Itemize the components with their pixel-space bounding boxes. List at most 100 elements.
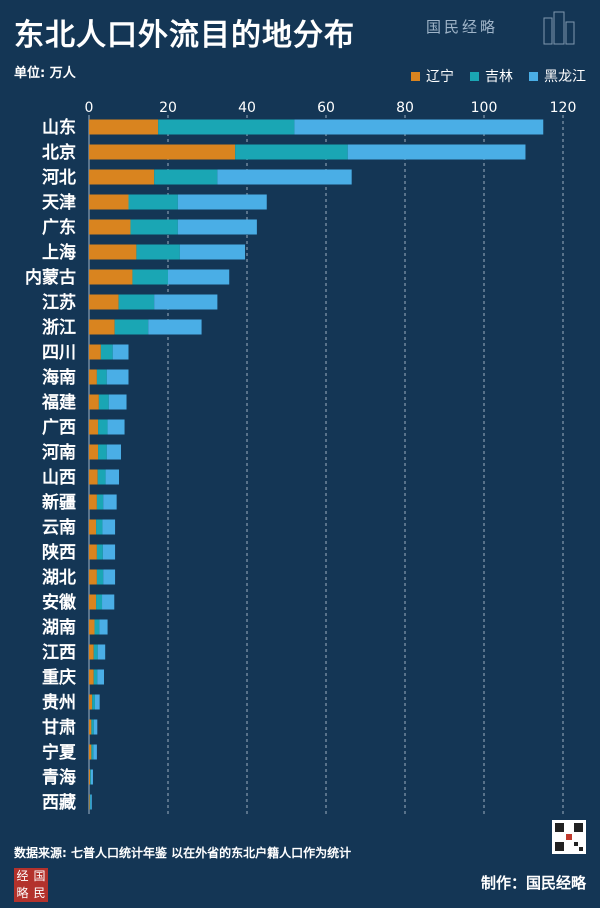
bar-segment	[102, 544, 116, 560]
bar-segment	[177, 219, 257, 235]
city-skyline-icon	[543, 11, 575, 45]
bar-segment	[107, 419, 125, 435]
bar-segment	[92, 694, 95, 710]
x-tick-label: 40	[238, 100, 256, 116]
bar-segment	[89, 269, 133, 285]
bar-segment	[97, 669, 105, 685]
bar-segment	[89, 769, 91, 785]
qr-code-icon	[552, 820, 586, 854]
bar-segment	[89, 694, 93, 710]
category-label: 山东	[42, 117, 76, 138]
bar-segment	[132, 269, 168, 285]
bar-segment	[168, 269, 230, 285]
bar-segment	[96, 494, 104, 510]
legend-item-heilongjiang: 黑龙江	[529, 66, 586, 86]
bar-segment	[97, 469, 106, 485]
bar-segment	[89, 469, 98, 485]
category-label: 西藏	[42, 793, 76, 813]
bar-segment	[154, 294, 218, 310]
category-label: 宁夏	[42, 742, 77, 763]
bar-segment	[98, 444, 107, 460]
bar-segment	[89, 669, 94, 685]
bar-segment	[94, 619, 100, 635]
chart-title: 东北人口外流目的地分布	[14, 18, 355, 53]
seal-char: 经	[16, 869, 29, 883]
bar-segment	[94, 694, 100, 710]
bar-segment	[108, 394, 127, 410]
legend-swatch	[470, 71, 479, 81]
bar-segment	[96, 569, 104, 585]
category-label: 江西	[42, 643, 76, 663]
x-tick-label: 100	[471, 100, 498, 116]
bar-segment	[97, 644, 106, 660]
category-label: 甘肃	[42, 717, 76, 738]
bar-segment	[89, 519, 97, 535]
bar-segment	[98, 394, 109, 410]
bar-segment	[118, 294, 155, 310]
bar-segment	[154, 169, 218, 185]
bar-segment	[91, 744, 94, 760]
bar-segment	[128, 194, 178, 210]
bar-segment	[179, 244, 246, 260]
category-label: 浙江	[42, 317, 76, 338]
bar-segment	[89, 744, 92, 760]
category-label: 四川	[42, 343, 76, 363]
bar-segment	[114, 319, 149, 335]
bar-segment	[217, 169, 352, 185]
bar-segment	[89, 344, 101, 360]
bar-segment	[90, 769, 93, 785]
bar-segment	[148, 319, 202, 335]
category-label: 安徽	[42, 592, 77, 613]
bar-segment	[89, 644, 94, 660]
legend-swatch	[411, 71, 420, 81]
bar-segment	[98, 419, 108, 435]
bar-segment	[103, 569, 116, 585]
bar-segment	[102, 519, 116, 535]
bar-segment	[106, 444, 121, 460]
bar-segment	[89, 794, 91, 810]
category-label: 贵州	[42, 692, 76, 713]
bar-segment	[89, 619, 95, 635]
category-label: 天津	[42, 192, 76, 213]
bar-segment	[103, 494, 117, 510]
bar-segment	[91, 719, 94, 735]
category-label: 北京	[42, 142, 76, 163]
category-label: 湖南	[42, 617, 76, 638]
bar-segment	[93, 644, 98, 660]
x-tick-label: 80	[396, 100, 414, 116]
bar-segment	[89, 594, 97, 610]
bar-segment	[89, 719, 92, 735]
bar-segment	[89, 794, 90, 810]
brand-seal-logo: 经 国 略 民	[14, 868, 48, 902]
legend-item-jilin: 吉林	[470, 66, 513, 86]
brand-logo: 国民经略	[416, 6, 586, 46]
category-label: 河北	[42, 168, 76, 188]
category-label: 新疆	[42, 492, 76, 513]
category-label: 广西	[42, 417, 76, 438]
x-tick-label: 120	[550, 100, 577, 116]
bar-segment	[89, 319, 115, 335]
data-source-note: 数据来源: 七普人口统计年鉴 以在外省的东北户籍人口作为统计	[14, 846, 352, 860]
seal-char: 民	[33, 886, 46, 900]
bar-segment	[89, 394, 99, 410]
x-tick-label: 20	[159, 100, 177, 116]
bar-segment	[93, 719, 98, 735]
bar-segment	[89, 169, 155, 185]
category-label: 河南	[42, 442, 76, 463]
bar-segment	[89, 144, 236, 160]
category-label: 云南	[42, 517, 76, 538]
bar-segment	[105, 469, 120, 485]
bar-segment	[158, 119, 295, 135]
legend-label: 吉林	[485, 69, 513, 85]
bar-segment	[90, 794, 92, 810]
legend: 辽宁 吉林 黑龙江	[411, 66, 586, 86]
category-label: 重庆	[42, 667, 76, 688]
bar-segment	[89, 444, 99, 460]
category-label: 上海	[42, 242, 76, 263]
bar-segment	[89, 194, 129, 210]
bar-segment	[89, 119, 159, 135]
category-label: 陕西	[42, 542, 76, 563]
bar-segment	[96, 369, 107, 385]
bar-segment	[177, 194, 267, 210]
bar-segment	[93, 669, 98, 685]
